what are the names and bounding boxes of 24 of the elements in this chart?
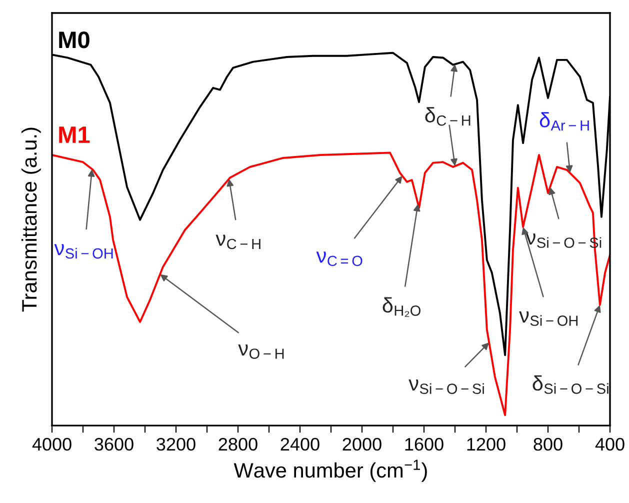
x-tick-label: 3200 [156,438,196,451]
x-tick-label: 2800 [218,438,258,451]
x-tick-label: 4000 [32,438,72,451]
annotation: ν$_{C=O}$ [316,252,362,266]
annotation: δ$_{H₂O}$ [382,297,420,317]
annotation: ν$_{Si−O−Si}$ [408,380,484,394]
annotation: ν$_{Si−OH}$ [519,311,578,326]
x-axis-title: Wave number (cm$^{−1}$) [234,460,427,482]
y-axis-title: Transmittance (a.u.) [21,128,41,312]
annotation: ν$_{Si−OH}$ [54,244,113,259]
x-tick-label: 2000 [342,438,382,451]
x-tick-label: 1200 [467,438,506,451]
annotation: δ$_{Ar−H}$ [540,112,589,131]
annotation: ν$_{O−H}$ [238,344,284,359]
annotation: δ$_{Si−O−Si}$ [532,375,608,394]
x-tick-label: 3600 [94,438,134,451]
series-label: M0 [59,32,90,48]
x-tick-label: 800 [534,438,562,451]
series-label: M1 [59,126,90,143]
x-tick-label: 2400 [280,438,320,451]
x-tick-label: 400 [595,438,624,451]
x-tick-label: 1600 [405,438,444,451]
annotation: δ$_{C−H}$ [425,107,470,126]
annotation: ν$_{C−H}$ [216,234,260,250]
